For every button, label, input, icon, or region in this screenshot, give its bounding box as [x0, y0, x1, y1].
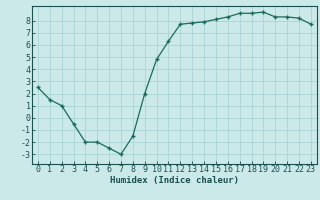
- X-axis label: Humidex (Indice chaleur): Humidex (Indice chaleur): [110, 176, 239, 185]
